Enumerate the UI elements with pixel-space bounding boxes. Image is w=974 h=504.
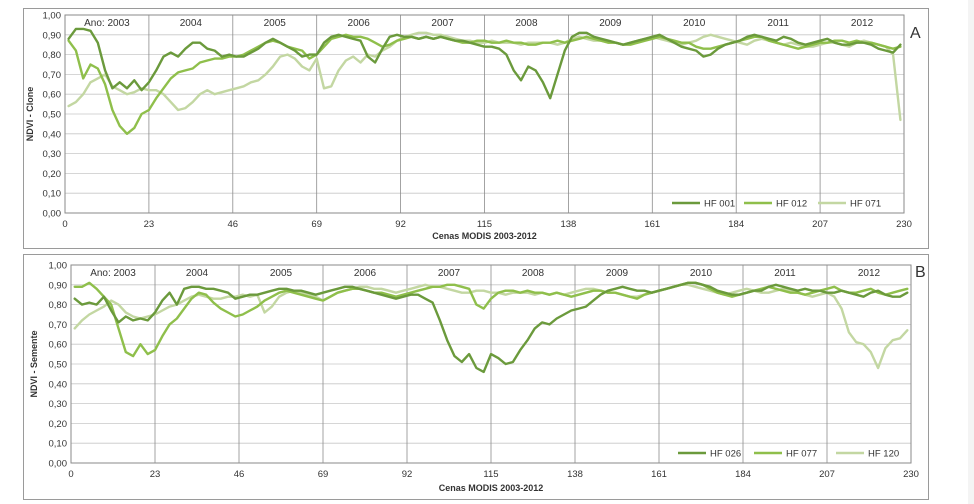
panel-b-year-label: 2005	[270, 268, 293, 279]
panel-b-xtick-label: 161	[651, 469, 667, 480]
panel-a-legend-label: HF 071	[850, 199, 881, 210]
panel-b-frame	[23, 254, 929, 500]
panel-a-series-line-hf-001	[67, 27, 902, 100]
panel-b-ytick-label: 0,60	[49, 340, 68, 351]
panel-a-frame	[23, 8, 929, 249]
panel-b-year-label: 2007	[438, 268, 461, 279]
panel-b-ytick-label: 0,20	[49, 419, 68, 430]
panel-a-series-line-hf-071	[67, 31, 902, 122]
panel-b-legend-label: HF 120	[868, 449, 899, 460]
panel-b-xtick-label: 138	[567, 469, 583, 480]
panel-b-xtick-label: 184	[735, 469, 751, 480]
panel-a-x-axis-title: Cenas MODIS 2003-2012	[432, 231, 537, 241]
panel-a-year-label: 2008	[515, 18, 538, 29]
panel-b-ytick-label: 0,30	[49, 399, 68, 410]
panel-b-xtick-label: 69	[318, 469, 329, 480]
panel-b-xtick-label: 0	[68, 469, 73, 480]
panel-a-year-label: Ano: 2003	[84, 18, 130, 29]
panel-b-series-line-hf-026	[73, 281, 909, 374]
panel-b-plot-border	[70, 264, 912, 464]
panel-b-x-axis-title: Cenas MODIS 2003-2012	[439, 483, 544, 493]
panel-a-year-label: 2006	[348, 18, 371, 29]
panel-a-year-label: 2010	[683, 18, 706, 29]
panel-b-xtick-label: 115	[483, 469, 498, 480]
panel-b-ytick-label: 0,40	[49, 379, 68, 390]
panel-b-year-label: 2011	[774, 268, 796, 279]
panel-b-ytick-label: 1,00	[49, 261, 68, 272]
panel-a-ytick-label: 0,80	[43, 50, 62, 61]
panel-a-year-label: 2009	[599, 18, 622, 29]
panel-b-year-label: 2009	[606, 268, 629, 279]
panel-a-xtick-label: 230	[896, 219, 912, 230]
panel-b-year-label: Ano: 2003	[90, 268, 136, 279]
panel-a-y-axis-title: NDVI - Clone	[25, 87, 35, 142]
panel-a-xtick-label: 46	[228, 219, 239, 230]
panel-b-xtick-label: 46	[234, 469, 245, 480]
panel-a-xtick-label: 115	[477, 219, 492, 230]
panel-a-year-label: 2005	[264, 18, 287, 29]
panel-b-ytick-label: 0,80	[49, 300, 68, 311]
panel-a-plot-border	[64, 14, 905, 214]
panel-b-ytick-label: 0,00	[49, 459, 68, 470]
panel-b-ytick-label: 0,90	[49, 280, 68, 291]
panel-a-year-label: 2011	[767, 18, 789, 29]
panel-a-ytick-label: 0,90	[43, 30, 62, 41]
panel-b-letter: B	[915, 264, 926, 281]
panel-b-year-label: 2012	[858, 268, 881, 279]
panel-a-ytick-label: 0,60	[43, 90, 62, 101]
panel-b-legend-label: HF 077	[786, 449, 817, 460]
panel-b-xtick-label: 207	[819, 469, 835, 480]
panel-a-ytick-label: 0,00	[43, 209, 62, 220]
panel-b-ytick-label: 0,10	[49, 439, 68, 450]
panel-a-ytick-label: 0,20	[43, 169, 62, 180]
panel-a-xtick-label: 92	[395, 219, 406, 230]
panel-b-series-line-hf-120	[73, 283, 909, 370]
panel-a-letter: A	[910, 25, 921, 42]
panel-a-ytick-label: 0,50	[43, 110, 62, 121]
panel-b-xtick-label: 23	[150, 469, 161, 480]
panel-a-ytick-label: 1,00	[43, 11, 62, 22]
panel-a-xtick-label: 207	[812, 219, 828, 230]
panel-b-ytick-label: 0,70	[49, 320, 68, 331]
panel-a-legend-label: HF 012	[776, 199, 807, 210]
panel-b-xtick-label: 230	[903, 469, 919, 480]
panel-b-y-axis-title: NDVI - Semente	[29, 330, 39, 397]
right-edge-strip	[968, 0, 974, 504]
panel-b-year-label: 2006	[354, 268, 377, 279]
panel-a-ytick-label: 0,10	[43, 189, 62, 200]
panel-a-year-label: 2012	[851, 18, 874, 29]
panel-b-year-label: 2008	[522, 268, 545, 279]
panel-a-year-label: 2004	[180, 18, 203, 29]
panel-b-year-label: 2010	[690, 268, 713, 279]
panel-a-xtick-label: 161	[644, 219, 660, 230]
panel-a-year-label: 2007	[431, 18, 454, 29]
panel-a-ytick-label: 0,40	[43, 129, 62, 140]
panel-a-ytick-label: 0,30	[43, 149, 62, 160]
panel-a-xtick-label: 23	[144, 219, 155, 230]
panel-b-year-label: 2004	[186, 268, 209, 279]
panel-b-xtick-label: 92	[402, 469, 413, 480]
panel-a-ytick-label: 0,70	[43, 70, 62, 81]
panel-a-legend-label: HF 001	[704, 199, 735, 210]
panel-a-xtick-label: 69	[311, 219, 322, 230]
panel-a-xtick-label: 0	[62, 219, 67, 230]
panel-b-ytick-label: 0,50	[49, 360, 68, 371]
panel-a-xtick-label: 138	[560, 219, 576, 230]
panel-b-legend-label: HF 026	[710, 449, 741, 460]
panel-a-xtick-label: 184	[728, 219, 744, 230]
